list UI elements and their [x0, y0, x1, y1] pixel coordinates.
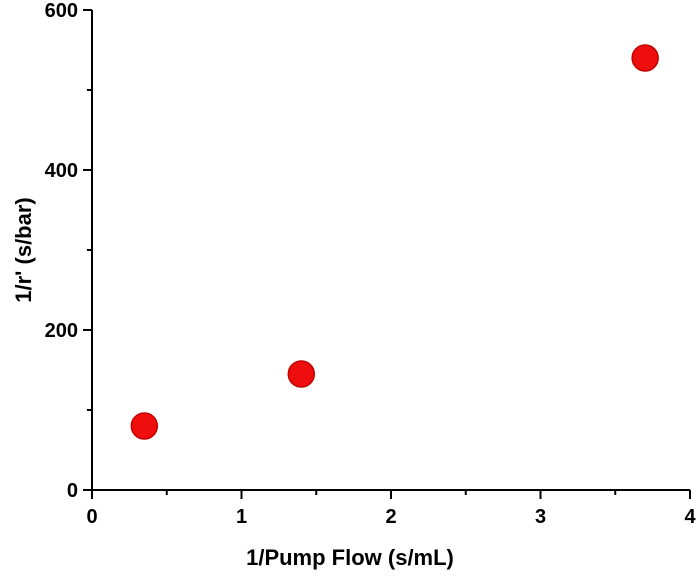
data-point: [631, 44, 659, 72]
x-tick-label: 3: [535, 506, 546, 528]
y-tick-label: 0: [67, 480, 78, 502]
x-axis-title: 1/Pump Flow (s/mL): [246, 545, 454, 570]
x-tick-label: 2: [385, 506, 396, 528]
x-tick-label: 0: [86, 506, 97, 528]
x-tick-label: 1: [236, 506, 247, 528]
data-point: [130, 412, 159, 440]
y-tick-label: 200: [45, 320, 78, 342]
y-axis-title: 1/r' (s/bar): [11, 197, 36, 303]
data-point: [287, 360, 316, 388]
y-tick-label: 600: [45, 0, 78, 22]
x-tick-label: 4: [684, 506, 696, 528]
y-tick-label: 400: [45, 160, 78, 182]
